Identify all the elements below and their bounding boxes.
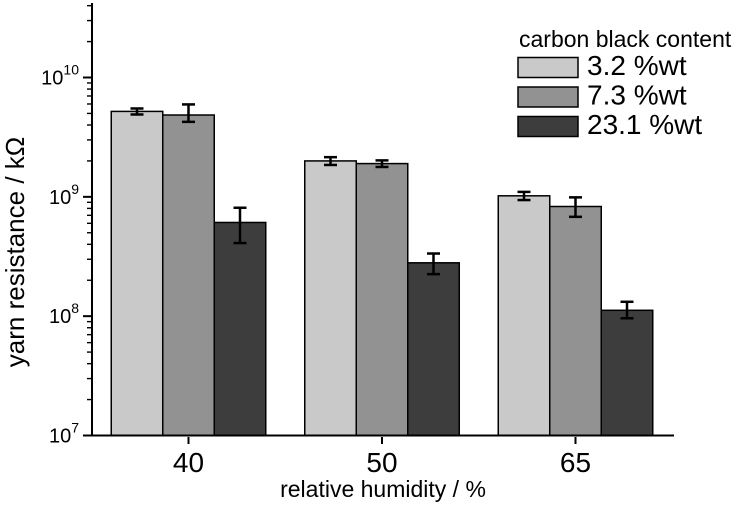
ticks-layer: 107 108 109 1010 40 50 65 <box>41 4 591 478</box>
legend-swatch-light <box>517 56 579 79</box>
bar <box>110 110 164 437</box>
bar <box>407 262 460 437</box>
y-tick-label: 109 <box>49 181 79 209</box>
bar <box>162 114 215 437</box>
bar <box>355 162 409 437</box>
y-tick-label: 108 <box>49 300 79 328</box>
bar <box>304 160 357 437</box>
x-tick-label: 50 <box>366 447 397 478</box>
bars-layer <box>110 110 654 437</box>
x-tick-label: 65 <box>560 447 591 478</box>
bar <box>549 205 602 437</box>
bar <box>497 195 551 437</box>
error-bars-layer <box>130 103 634 320</box>
legend-swatch-dark <box>517 115 579 138</box>
x-axis-title: relative humidity / % <box>280 476 486 502</box>
legend-label-dark: 23.1 %wt <box>587 109 702 140</box>
bar <box>213 221 267 437</box>
y-axis-title: yarn resistance / kΩ <box>0 137 30 367</box>
legend-title: carbon black content <box>519 26 732 52</box>
y-tick-label: 107 <box>49 420 79 448</box>
legend: carbon black content 3.2 %wt 7.3 %wt 23.… <box>517 26 732 140</box>
legend-label-medium: 7.3 %wt <box>587 80 687 111</box>
y-tick-label: 1010 <box>41 62 79 90</box>
bar <box>600 309 654 437</box>
legend-swatch-medium <box>517 86 579 108</box>
x-tick-label: 40 <box>173 447 204 478</box>
legend-label-light: 3.2 %wt <box>587 50 687 81</box>
